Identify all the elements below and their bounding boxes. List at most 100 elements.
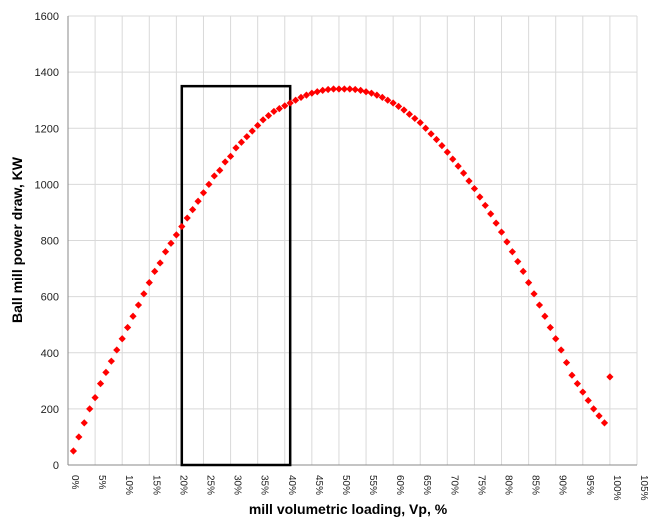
data-point (422, 124, 430, 132)
data-point (384, 96, 392, 104)
data-point (140, 290, 148, 298)
y-axis-title: Ball mill power draw, KW (9, 156, 25, 323)
data-point (237, 138, 246, 146)
grid-lines (67, 15, 638, 466)
data-point (270, 107, 278, 116)
x-tick-label: 90% (557, 475, 568, 495)
data-point (584, 396, 592, 405)
data-point (530, 290, 538, 298)
x-tick-label: 35% (259, 475, 270, 495)
x-tick-label: 30% (232, 475, 243, 495)
data-point (346, 85, 354, 93)
data-point (476, 193, 484, 201)
data-point (264, 112, 273, 120)
data-point (319, 86, 327, 94)
data-point (568, 371, 576, 379)
data-point (546, 323, 554, 332)
data-point (470, 184, 479, 193)
y-tick-label: 1000 (35, 179, 59, 191)
data-point (254, 121, 262, 130)
data-point (124, 323, 132, 332)
data-point (145, 278, 153, 287)
x-tick-label: 80% (503, 475, 514, 495)
data-point (525, 278, 533, 287)
data-point (541, 312, 549, 320)
x-tick-label: 45% (313, 475, 324, 495)
data-point (590, 405, 598, 413)
x-tick-label: 50% (340, 475, 351, 495)
x-tick-label: 70% (448, 475, 459, 495)
data-point (508, 248, 516, 256)
data-point (161, 248, 170, 256)
data-point (308, 89, 316, 97)
y-tick-label: 1200 (35, 123, 59, 135)
data-point (492, 219, 500, 227)
data-point (373, 91, 381, 99)
highlight-rectangle (180, 84, 292, 467)
data-point (394, 102, 403, 110)
data-point (80, 419, 88, 427)
data-point (96, 380, 105, 388)
data-point (432, 135, 441, 144)
data-point (194, 197, 202, 205)
data-point (281, 102, 289, 110)
data-point (118, 335, 126, 343)
data-point (156, 259, 164, 267)
x-axis-ticks: 0% 5% 10% 15% 20% 25% 30% 35% 40% 45% 50% 55% 60% 65%… (69, 475, 649, 501)
x-tick-label: 75% (475, 475, 486, 495)
data-point (405, 110, 413, 118)
x-tick-label: 100% (611, 475, 622, 501)
data-point (205, 180, 213, 188)
x-tick-label: 10% (123, 475, 134, 495)
data-point (487, 210, 495, 218)
data-point (573, 380, 581, 388)
data-point (400, 106, 408, 114)
data-point (292, 96, 300, 104)
data-point (329, 85, 338, 93)
data-point (216, 166, 224, 174)
data-point (367, 89, 376, 97)
data-point (606, 373, 614, 381)
data-point (438, 142, 446, 150)
y-tick-label: 1400 (35, 67, 59, 79)
data-point (313, 88, 321, 96)
data-point (86, 405, 94, 413)
data-point (454, 162, 462, 170)
data-point (351, 85, 359, 94)
data-point (535, 301, 544, 309)
y-tick-label: 800 (41, 236, 59, 248)
data-point (178, 222, 186, 231)
data-point (557, 346, 565, 354)
data-point (151, 267, 159, 275)
data-point (302, 91, 311, 99)
data-point (259, 116, 267, 124)
data-point (503, 238, 511, 246)
x-tick-label: 5% (96, 475, 107, 490)
data-point (514, 257, 522, 266)
data-point (579, 388, 587, 396)
data-point (221, 158, 229, 166)
data-point (340, 85, 348, 93)
data-point (595, 412, 603, 420)
data-point (497, 228, 506, 236)
x-axis-title: mill volumetric loading, Vp, % (249, 501, 448, 517)
data-point (449, 155, 457, 163)
data-point (481, 201, 489, 210)
data-point (275, 105, 283, 113)
x-tick-label: 20% (177, 475, 188, 495)
data-point (172, 231, 180, 239)
y-tick-label: 0 (53, 460, 59, 472)
data-point (129, 312, 137, 320)
x-tick-label: 0% (69, 475, 80, 490)
x-tick-label: 105% (638, 475, 649, 501)
data-point (411, 114, 419, 123)
x-tick-label: 95% (584, 475, 595, 495)
data-point (297, 93, 305, 101)
data-point (519, 267, 527, 275)
data-point (226, 152, 235, 160)
data-point (243, 133, 251, 141)
data-point (199, 189, 208, 197)
data-point (357, 86, 365, 94)
data-point (600, 419, 609, 427)
x-tick-label: 40% (286, 475, 297, 495)
